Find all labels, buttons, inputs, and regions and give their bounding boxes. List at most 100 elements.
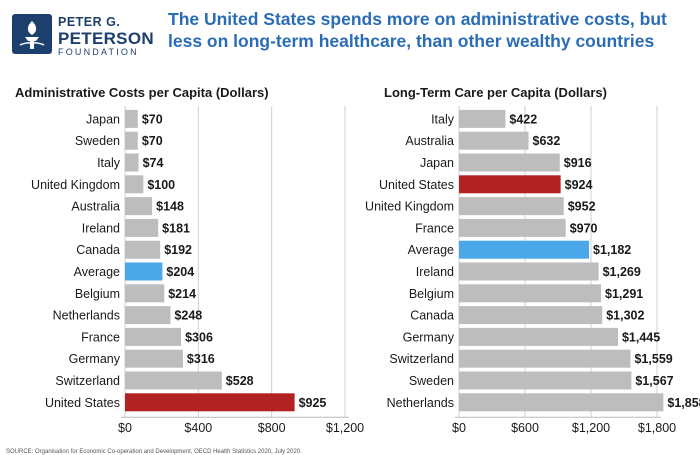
value-label: $924 <box>565 178 593 192</box>
bar-canada <box>459 306 603 325</box>
chart-1: Japan $70 Sweden $70 Italy $74 United Kingdom $… <box>31 106 364 435</box>
bar-netherlands <box>125 306 171 325</box>
bar-japan <box>125 109 138 128</box>
value-label: $70 <box>142 134 163 148</box>
value-label: $148 <box>156 200 184 214</box>
category-label: Switzerland <box>55 374 120 388</box>
value-label: $1,445 <box>622 330 660 344</box>
source-note: SOURCE: Organisation for Economic Co-ope… <box>6 449 302 455</box>
value-label: $632 <box>533 134 561 148</box>
bar-sweden <box>125 131 138 150</box>
category-label: Belgium <box>409 287 454 301</box>
category-label: Australia <box>71 200 120 214</box>
value-label: $1,567 <box>635 374 673 388</box>
bar-france <box>125 327 182 346</box>
category-label: Canada <box>76 243 120 257</box>
value-label: $74 <box>143 156 164 170</box>
bar-united-states <box>125 393 295 412</box>
bar-average <box>125 262 163 281</box>
bar-italy <box>459 109 506 128</box>
category-label: Ireland <box>416 265 454 279</box>
category-label: Australia <box>405 134 454 148</box>
category-label: Japan <box>420 156 454 170</box>
category-label: Italy <box>431 112 455 126</box>
bar-belgium <box>125 284 165 303</box>
bar-canada <box>125 240 161 259</box>
value-label: $916 <box>564 156 592 170</box>
x-tick-label: $1,800 <box>638 421 676 435</box>
value-label: $70 <box>142 112 163 126</box>
category-label: France <box>415 221 454 235</box>
category-label: United States <box>45 396 120 410</box>
value-label: $100 <box>147 178 175 192</box>
category-label: Germany <box>69 352 121 366</box>
value-label: $181 <box>162 221 190 235</box>
category-label: Sweden <box>75 134 120 148</box>
bar-switzerland <box>459 349 631 368</box>
value-label: $1,302 <box>606 309 644 323</box>
category-label: France <box>81 330 120 344</box>
category-label: Ireland <box>82 221 120 235</box>
peterson-foundation-logo: PETER G. PETERSON FOUNDATION <box>12 10 162 62</box>
x-tick-label: $1,200 <box>326 421 364 435</box>
value-label: $1,858 <box>667 396 700 410</box>
value-label: $422 <box>509 112 537 126</box>
bar-belgium <box>459 284 602 303</box>
value-label: $925 <box>299 396 327 410</box>
bar-france <box>459 218 566 237</box>
category-label: United Kingdom <box>365 200 454 214</box>
category-label: Netherlands <box>387 396 454 410</box>
bar-germany <box>125 349 183 368</box>
value-label: $248 <box>174 309 202 323</box>
bar-average <box>459 240 590 259</box>
category-label: Japan <box>86 112 120 126</box>
torch-logo-icon <box>12 14 52 54</box>
headline: The United States spends more on adminis… <box>168 9 667 51</box>
bar-united-kingdom <box>125 175 144 194</box>
x-tick-label: $600 <box>511 421 539 435</box>
bar-ireland <box>125 218 159 237</box>
bar-sweden <box>459 371 632 390</box>
value-label: $192 <box>164 243 192 257</box>
value-label: $952 <box>568 200 596 214</box>
value-label: $306 <box>185 330 213 344</box>
category-label: Netherlands <box>53 309 120 323</box>
x-tick-label: $1,200 <box>572 421 610 435</box>
bar-united-kingdom <box>459 197 564 216</box>
logo-text-line2: PETERSON <box>58 29 154 48</box>
category-label: United Kingdom <box>31 178 120 192</box>
value-label: $1,291 <box>605 287 643 301</box>
category-label: Average <box>408 243 454 257</box>
chart-title-long-term-care: Long-Term Care per Capita (Dollars) <box>384 85 607 100</box>
value-label: $1,182 <box>593 243 631 257</box>
logo-text-line3: FOUNDATION <box>58 47 139 57</box>
category-label: Switzerland <box>389 352 454 366</box>
chart-2: Italy $422 Australia $632 Japan $916 United St… <box>365 106 700 435</box>
value-label: $1,559 <box>634 352 672 366</box>
bar-germany <box>459 327 618 346</box>
value-label: $1,269 <box>603 265 641 279</box>
bar-switzerland <box>125 371 222 390</box>
value-label: $214 <box>168 287 196 301</box>
logo-text-line1: PETER G. <box>58 15 121 29</box>
value-label: $970 <box>570 221 598 235</box>
category-label: Italy <box>97 156 121 170</box>
bar-ireland <box>459 262 599 281</box>
value-label: $204 <box>166 265 194 279</box>
bar-australia <box>459 131 529 150</box>
x-tick-label: $800 <box>258 421 286 435</box>
x-tick-label: $400 <box>184 421 212 435</box>
bar-australia <box>125 197 153 216</box>
bar-italy <box>125 153 139 172</box>
category-label: Sweden <box>409 374 454 388</box>
bar-netherlands <box>459 393 664 412</box>
bar-united-states <box>459 175 561 194</box>
value-label: $528 <box>226 374 254 388</box>
value-label: $316 <box>187 352 215 366</box>
category-label: Belgium <box>75 287 120 301</box>
category-label: United States <box>379 178 454 192</box>
category-label: Average <box>74 265 120 279</box>
chart-title-administrative: Administrative Costs per Capita (Dollars… <box>15 85 269 100</box>
x-tick-label: $0 <box>118 421 132 435</box>
